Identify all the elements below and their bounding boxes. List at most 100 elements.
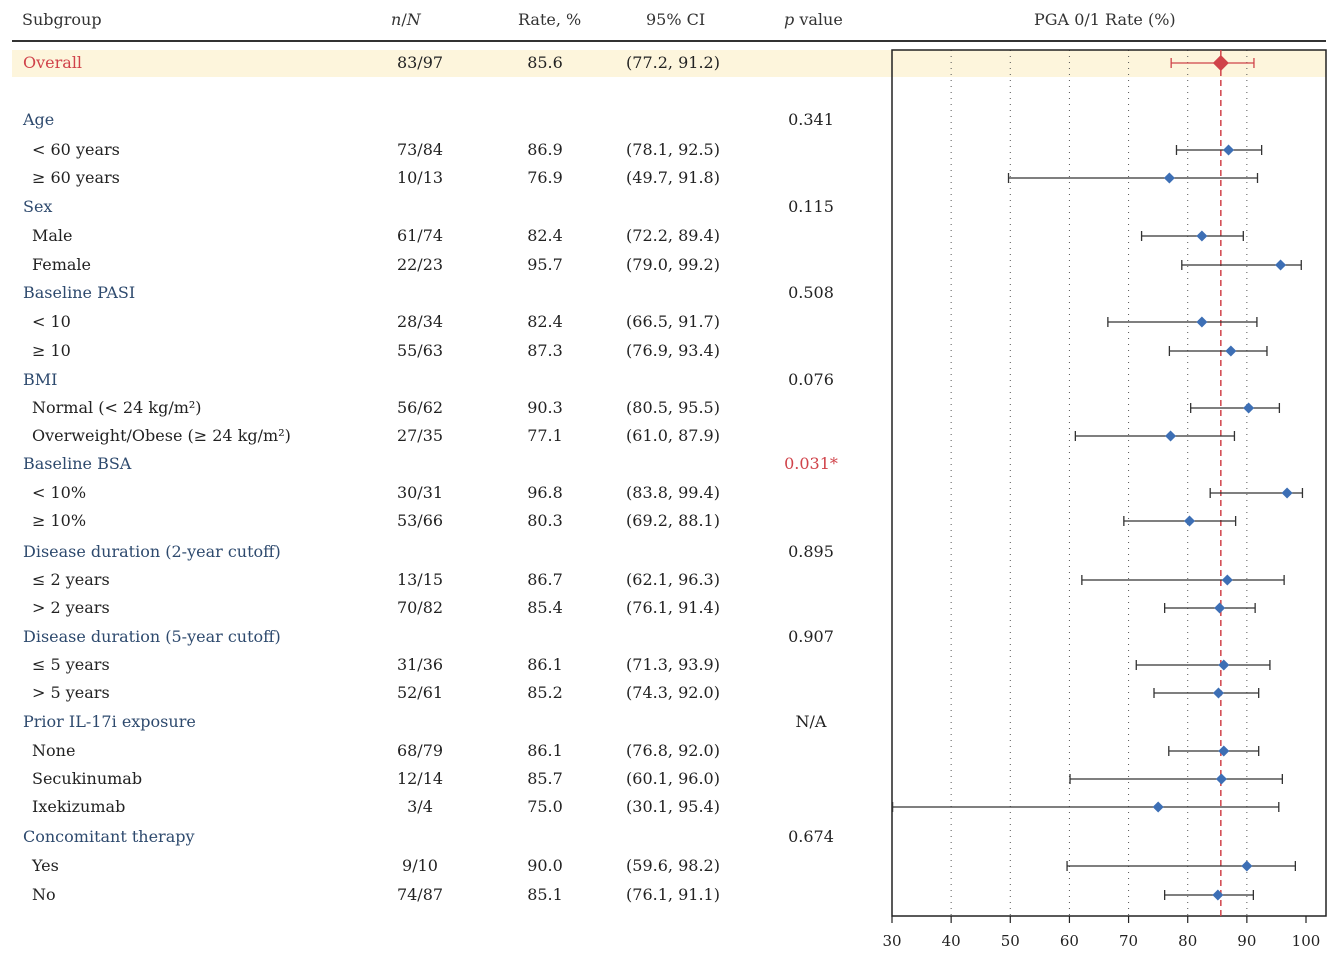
subgroup-label: ≥ 60 years xyxy=(32,168,120,187)
subgroup-label: ≤ 5 years xyxy=(32,655,110,674)
n-over-n-cell: 73/84 xyxy=(396,140,444,159)
header-n-over-n: n/N xyxy=(391,10,421,29)
group-label: Age xyxy=(23,110,55,129)
rate-cell: 85.7 xyxy=(527,769,563,788)
subgroup-label: ≤ 2 years xyxy=(32,570,110,589)
ci-cell: (49.7, 91.8) xyxy=(626,168,720,187)
n-over-n-cell: 12/14 xyxy=(396,769,444,788)
ci-cell: (77.2, 91.2) xyxy=(626,53,720,72)
subgroup-label: > 2 years xyxy=(32,598,110,617)
estimate-diamond xyxy=(1218,745,1230,757)
ci-cell: (30.1, 95.4) xyxy=(626,797,720,816)
subgroup-label: Yes xyxy=(32,856,59,875)
n-over-n-cell: 52/61 xyxy=(396,683,444,702)
estimate-diamond xyxy=(1212,889,1224,901)
group-label: Prior IL-17i exposure xyxy=(23,712,196,731)
ci-cell: (76.8, 92.0) xyxy=(626,741,720,760)
subgroup-label: Secukinumab xyxy=(32,769,143,788)
p-value-cell: 0.907 xyxy=(788,627,834,646)
header-p-rest: value xyxy=(794,10,843,29)
ci-cell: (76.1, 91.1) xyxy=(626,885,720,904)
rate-cell: 77.1 xyxy=(527,426,563,445)
subgroup-label: > 5 years xyxy=(32,683,110,702)
rate-cell: 82.4 xyxy=(527,312,563,331)
n-over-n-cell: 55/63 xyxy=(396,341,444,360)
rate-cell: 87.3 xyxy=(527,341,563,360)
rate-cell: 86.1 xyxy=(527,741,563,760)
rate-cell: 95.7 xyxy=(527,255,563,274)
rate-cell: 96.8 xyxy=(527,483,563,502)
estimate-diamond xyxy=(1241,860,1253,872)
rate-cell: 75.0 xyxy=(527,797,563,816)
overall-label: Overall xyxy=(23,53,83,72)
group-label: BMI xyxy=(23,370,58,389)
ci-cell: (60.1, 96.0) xyxy=(626,769,720,788)
estimate-diamond xyxy=(1275,259,1287,271)
estimate-diamond xyxy=(1218,659,1230,671)
n-over-n-cell: 3/4 xyxy=(407,797,433,816)
header-n-slash: / xyxy=(401,10,407,29)
estimate-diamond xyxy=(1281,487,1293,499)
n-over-n-cell: 61/74 xyxy=(396,226,444,245)
ci-cell: (76.9, 93.4) xyxy=(626,341,720,360)
subgroup-label: Male xyxy=(32,226,73,245)
n-over-n-cell: 22/23 xyxy=(396,255,444,274)
p-value-cell: 0.076 xyxy=(788,370,834,389)
n-over-n-cell: 31/36 xyxy=(396,655,444,674)
estimate-diamond xyxy=(1223,144,1235,156)
ci-cell: (69.2, 88.1) xyxy=(626,511,720,530)
rate-cell: 90.0 xyxy=(527,856,563,875)
estimate-diamond xyxy=(1196,230,1208,242)
rate-cell: 86.7 xyxy=(527,570,563,589)
ci-cell: (78.1, 92.5) xyxy=(626,140,720,159)
subgroup-label: ≥ 10% xyxy=(32,511,87,530)
n-over-n-cell: 13/15 xyxy=(396,570,444,589)
subgroup-label: < 10% xyxy=(32,483,87,502)
plot-frame xyxy=(891,49,1327,917)
p-value-cell: 0.508 xyxy=(788,283,834,302)
subgroup-label: < 60 years xyxy=(32,140,120,159)
estimate-diamond xyxy=(1152,801,1164,813)
subgroup-label: Normal (< 24 kg/m²) xyxy=(32,398,202,417)
estimate-diamond xyxy=(1183,515,1195,527)
x-tick-label: 60 xyxy=(1060,932,1079,950)
n-over-n-cell: 56/62 xyxy=(396,398,444,417)
subgroup-label: No xyxy=(32,885,56,904)
ci-cell: (74.3, 92.0) xyxy=(626,683,720,702)
n-over-n-cell: 30/31 xyxy=(396,483,444,502)
ci-cell: (76.1, 91.4) xyxy=(626,598,720,617)
x-tick-label: 30 xyxy=(882,932,901,950)
x-tick-label: 50 xyxy=(1001,932,1020,950)
n-over-n-cell: 28/34 xyxy=(396,312,444,331)
estimate-diamond xyxy=(1215,773,1227,785)
group-label: Disease duration (2-year cutoff) xyxy=(23,542,281,561)
header-p-italic: p xyxy=(784,10,795,29)
estimate-diamond xyxy=(1225,345,1237,357)
group-label: Concomitant therapy xyxy=(23,827,195,846)
n-over-n-cell: 9/10 xyxy=(402,856,438,875)
p-value-cell: 0.674 xyxy=(788,827,834,846)
group-label: Sex xyxy=(23,197,53,216)
header-subgroup: Subgroup xyxy=(22,10,102,29)
rate-cell: 86.1 xyxy=(527,655,563,674)
x-tick-label: 70 xyxy=(1119,932,1138,950)
subgroup-label: < 10 xyxy=(32,312,71,331)
p-value-cell: 0.115 xyxy=(788,197,834,216)
rate-cell: 85.4 xyxy=(527,598,563,617)
rate-cell: 80.3 xyxy=(527,511,563,530)
estimate-diamond xyxy=(1243,402,1255,414)
header-rate: Rate, % xyxy=(518,10,582,29)
n-over-n-cell: 83/97 xyxy=(396,53,444,72)
n-over-n-cell: 53/66 xyxy=(396,511,444,530)
rate-cell: 85.2 xyxy=(527,683,563,702)
ci-cell: (61.0, 87.9) xyxy=(626,426,720,445)
rate-cell: 85.1 xyxy=(527,885,563,904)
rate-cell: 76.9 xyxy=(527,168,563,187)
rate-cell: 90.3 xyxy=(527,398,563,417)
overall-diamond xyxy=(1212,55,1229,71)
subgroup-label: ≥ 10 xyxy=(32,341,71,360)
ci-cell: (59.6, 98.2) xyxy=(626,856,720,875)
p-value-cell: 0.895 xyxy=(788,542,834,561)
subgroup-label: Female xyxy=(32,255,91,274)
header-n-small: n xyxy=(391,10,402,29)
